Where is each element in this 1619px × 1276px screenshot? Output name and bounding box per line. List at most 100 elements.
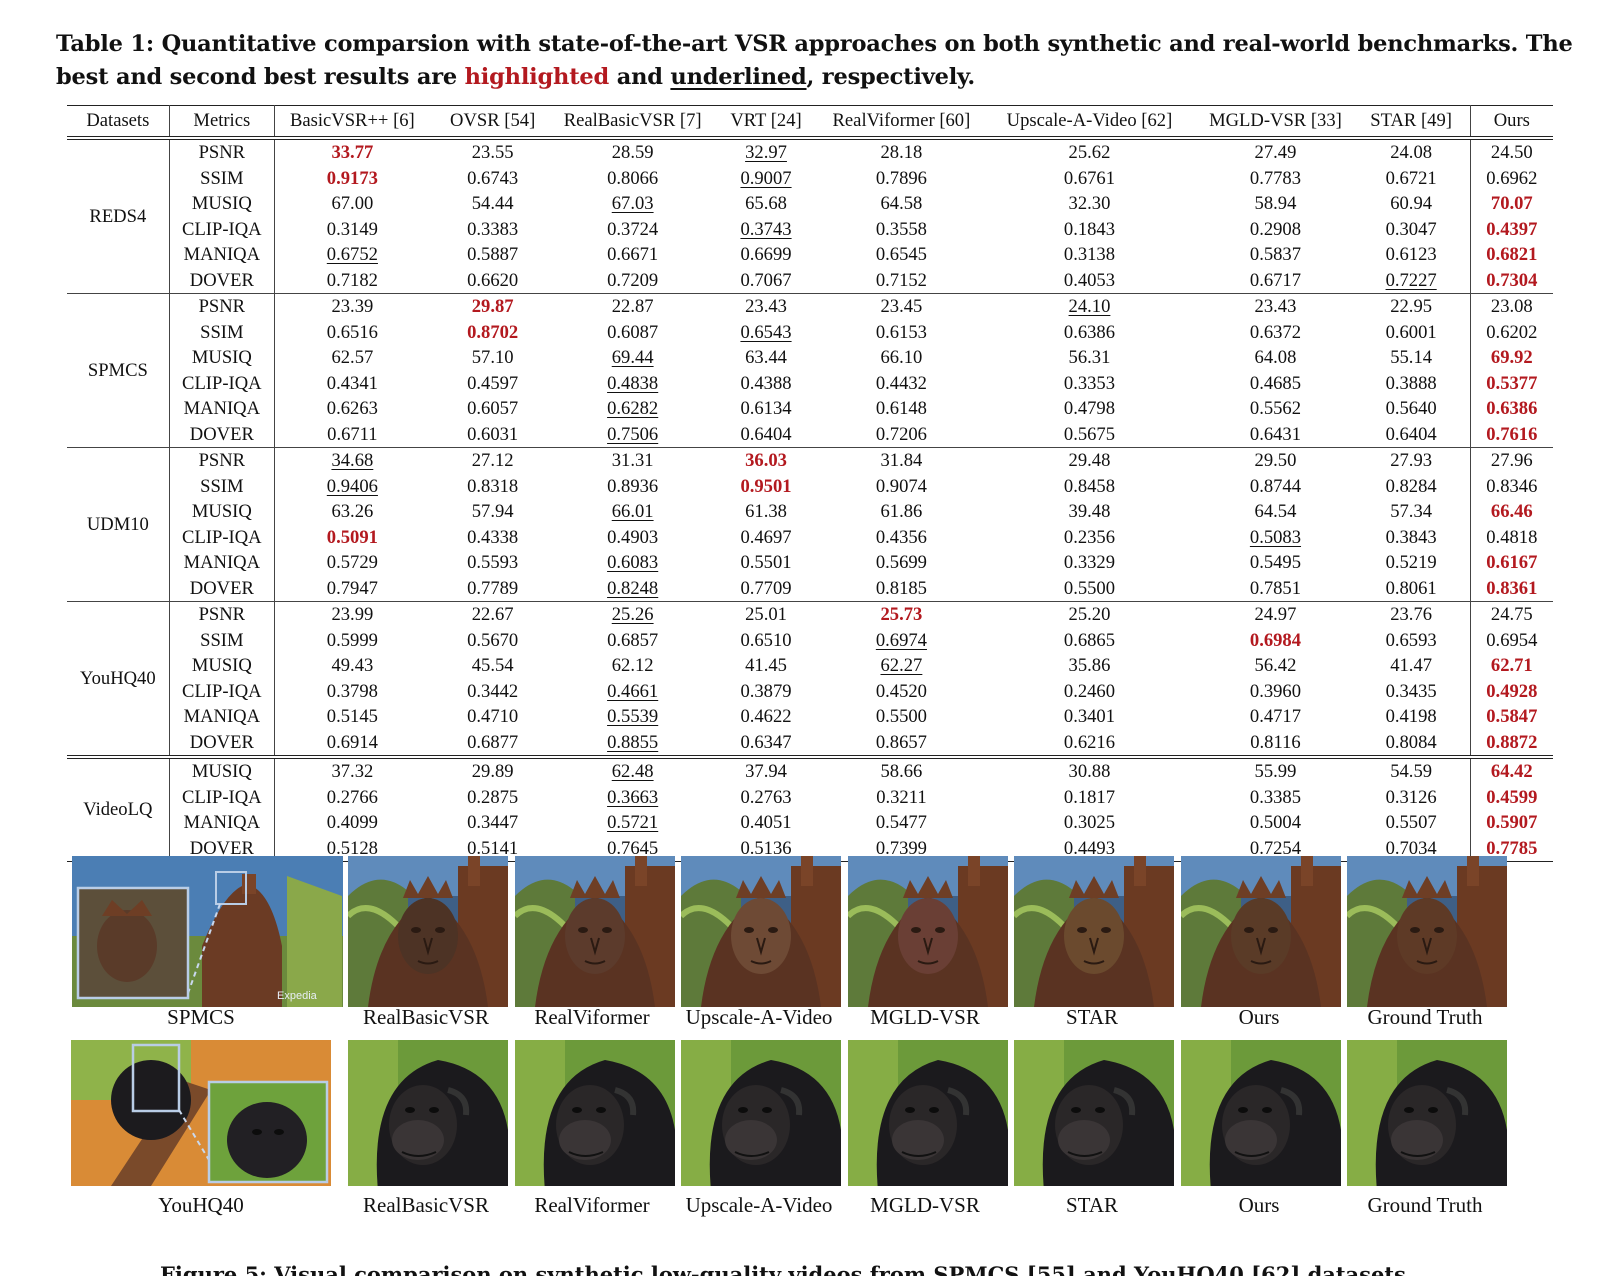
dataset-name: YouHQ40: [67, 601, 170, 757]
metric-value: 25.26: [555, 601, 710, 628]
metric-value: 23.76: [1352, 601, 1471, 628]
value-text: 56.42: [1254, 655, 1297, 676]
metric-value: 0.5377: [1470, 371, 1553, 397]
second-best-value: 0.6752: [326, 244, 378, 265]
value-text: 25.01: [745, 604, 787, 625]
best-value: 36.03: [745, 450, 787, 471]
figure-label: Ground Truth: [1367, 1005, 1483, 1029]
value-text: 0.9074: [875, 475, 927, 497]
metric-value: 0.3743: [710, 217, 822, 243]
metric-name: SSIM: [169, 319, 275, 345]
best-value: 66.46: [1490, 501, 1533, 522]
value-text: 0.4493: [1063, 837, 1116, 859]
metric-value: 61.86: [822, 499, 980, 525]
second-best-value: 67.03: [611, 193, 654, 214]
best-value: 0.8361: [1486, 577, 1538, 599]
value-text: 0.4388: [740, 372, 792, 394]
metric-name: MANIQA: [169, 396, 275, 422]
value-text: 60.94: [1390, 193, 1433, 214]
table-row: SPMCS PSNR 23.39 29.87 22.87 23.43 23.45 24.10 2…: [67, 293, 1553, 448]
metric-value: 0.4520: [822, 679, 980, 705]
value-text: 0.4520: [875, 680, 927, 702]
metric-value: 0.3383: [430, 217, 556, 243]
best-value: 0.8702: [467, 321, 519, 343]
value-text: 0.6717: [1249, 269, 1302, 291]
value-text: 0.3383: [467, 218, 519, 240]
metric-value: 0.8346: [1470, 474, 1553, 500]
metric-value: 0.8657: [822, 730, 980, 758]
column-header: STAR [49]: [1352, 105, 1471, 140]
metric-value: 69.44: [556, 345, 710, 371]
value-text: 0.5141: [467, 837, 519, 859]
value-text: 0.6202: [1486, 321, 1538, 343]
value-text: 0.6123: [1385, 244, 1437, 265]
metric-value: 0.6865: [981, 628, 1199, 654]
metric-value: 0.8458: [981, 474, 1199, 500]
metric-value: 0.7851: [1198, 576, 1352, 602]
metric-name: MANIQA: [169, 550, 275, 576]
metric-value: 0.6083: [556, 550, 710, 576]
figure-label: RealViformer: [534, 1193, 650, 1217]
value-text: 28.59: [611, 142, 654, 163]
metric-value: 66.10: [822, 345, 980, 371]
value-text: 61.86: [880, 501, 923, 522]
metric-value: 0.7152: [822, 268, 980, 294]
best-value: 0.4599: [1486, 786, 1538, 808]
value-text: 24.50: [1490, 142, 1533, 163]
metric-value: 27.49: [1198, 138, 1352, 166]
second-best-value: 66.01: [611, 501, 654, 522]
value-text: 35.86: [1068, 655, 1111, 676]
value-text: 0.6087: [607, 321, 659, 343]
second-best-value: 0.8855: [607, 731, 659, 753]
metric-value: 0.3558: [822, 217, 980, 243]
best-value: 62.71: [1490, 655, 1533, 676]
value-text: 24.08: [1390, 142, 1433, 163]
metric-value: 25.20: [980, 601, 1199, 628]
value-text: 0.6620: [467, 269, 519, 291]
metric-value: 65.68: [710, 191, 822, 217]
metric-value: 0.4099: [274, 810, 429, 836]
metric-value: 0.6386: [1470, 396, 1553, 422]
best-value: 0.4928: [1486, 680, 1538, 702]
metric-value: 0.6372: [1198, 320, 1352, 346]
figure-caption: Figure 5: Visual comparison on synthetic…: [160, 1262, 1406, 1276]
value-text: 0.7209: [607, 269, 659, 291]
value-text: 32.30: [1068, 193, 1111, 214]
value-text: 41.47: [1390, 655, 1433, 676]
value-text: 0.6877: [467, 731, 519, 753]
value-text: 0.4597: [467, 372, 519, 394]
value-text: 0.7152: [875, 269, 927, 291]
value-text: 37.32: [331, 761, 374, 782]
value-text: 58.94: [1254, 193, 1297, 214]
value-text: 0.5507: [1385, 812, 1437, 833]
value-text: 54.59: [1390, 761, 1433, 782]
metric-name: MANIQA: [169, 704, 275, 730]
table-row: CLIP-IQA 0.3798 0.3442 0.4661 0.3879 0.4520 0.…: [67, 678, 1553, 705]
metric-value: 60.94: [1352, 191, 1471, 217]
table-row: SSIM 0.9173 0.6743 0.8066 0.9007 0.7896 0.6761…: [67, 165, 1553, 191]
metric-value: 0.5907: [1470, 810, 1553, 836]
metric-value: 0.5500: [981, 576, 1199, 602]
best-value: 25.73: [880, 604, 923, 625]
table-row: SSIM 0.9406 0.8318 0.8936 0.9501 0.9074 0.8458…: [67, 473, 1553, 500]
value-text: 31.84: [880, 450, 923, 471]
metric-value: 41.47: [1352, 653, 1471, 679]
metric-value: 55.99: [1198, 755, 1353, 785]
best-value: 0.6984: [1249, 629, 1302, 651]
value-text: 64.58: [880, 193, 923, 214]
metric-value: 55.14: [1352, 345, 1471, 371]
value-text: 0.3798: [326, 680, 378, 702]
metric-value: 0.5887: [430, 242, 556, 268]
second-best-value: 0.7645: [607, 837, 659, 859]
metric-value: 0.5729: [274, 550, 429, 576]
table-row: YouHQ40 PSNR 23.99 22.67 25.26 25.01 25.73 25.2…: [67, 601, 1553, 757]
column-header: Metrics: [169, 105, 275, 140]
value-text: 0.5670: [467, 629, 519, 651]
value-text: 64.54: [1254, 501, 1297, 522]
value-text: 0.5495: [1249, 552, 1302, 573]
metric-value: 0.3798: [274, 679, 429, 705]
metric-value: 0.6954: [1470, 628, 1553, 654]
value-text: 27.12: [471, 450, 514, 471]
metric-value: 63.26: [274, 499, 429, 525]
metric-value: 67.00: [274, 191, 429, 217]
